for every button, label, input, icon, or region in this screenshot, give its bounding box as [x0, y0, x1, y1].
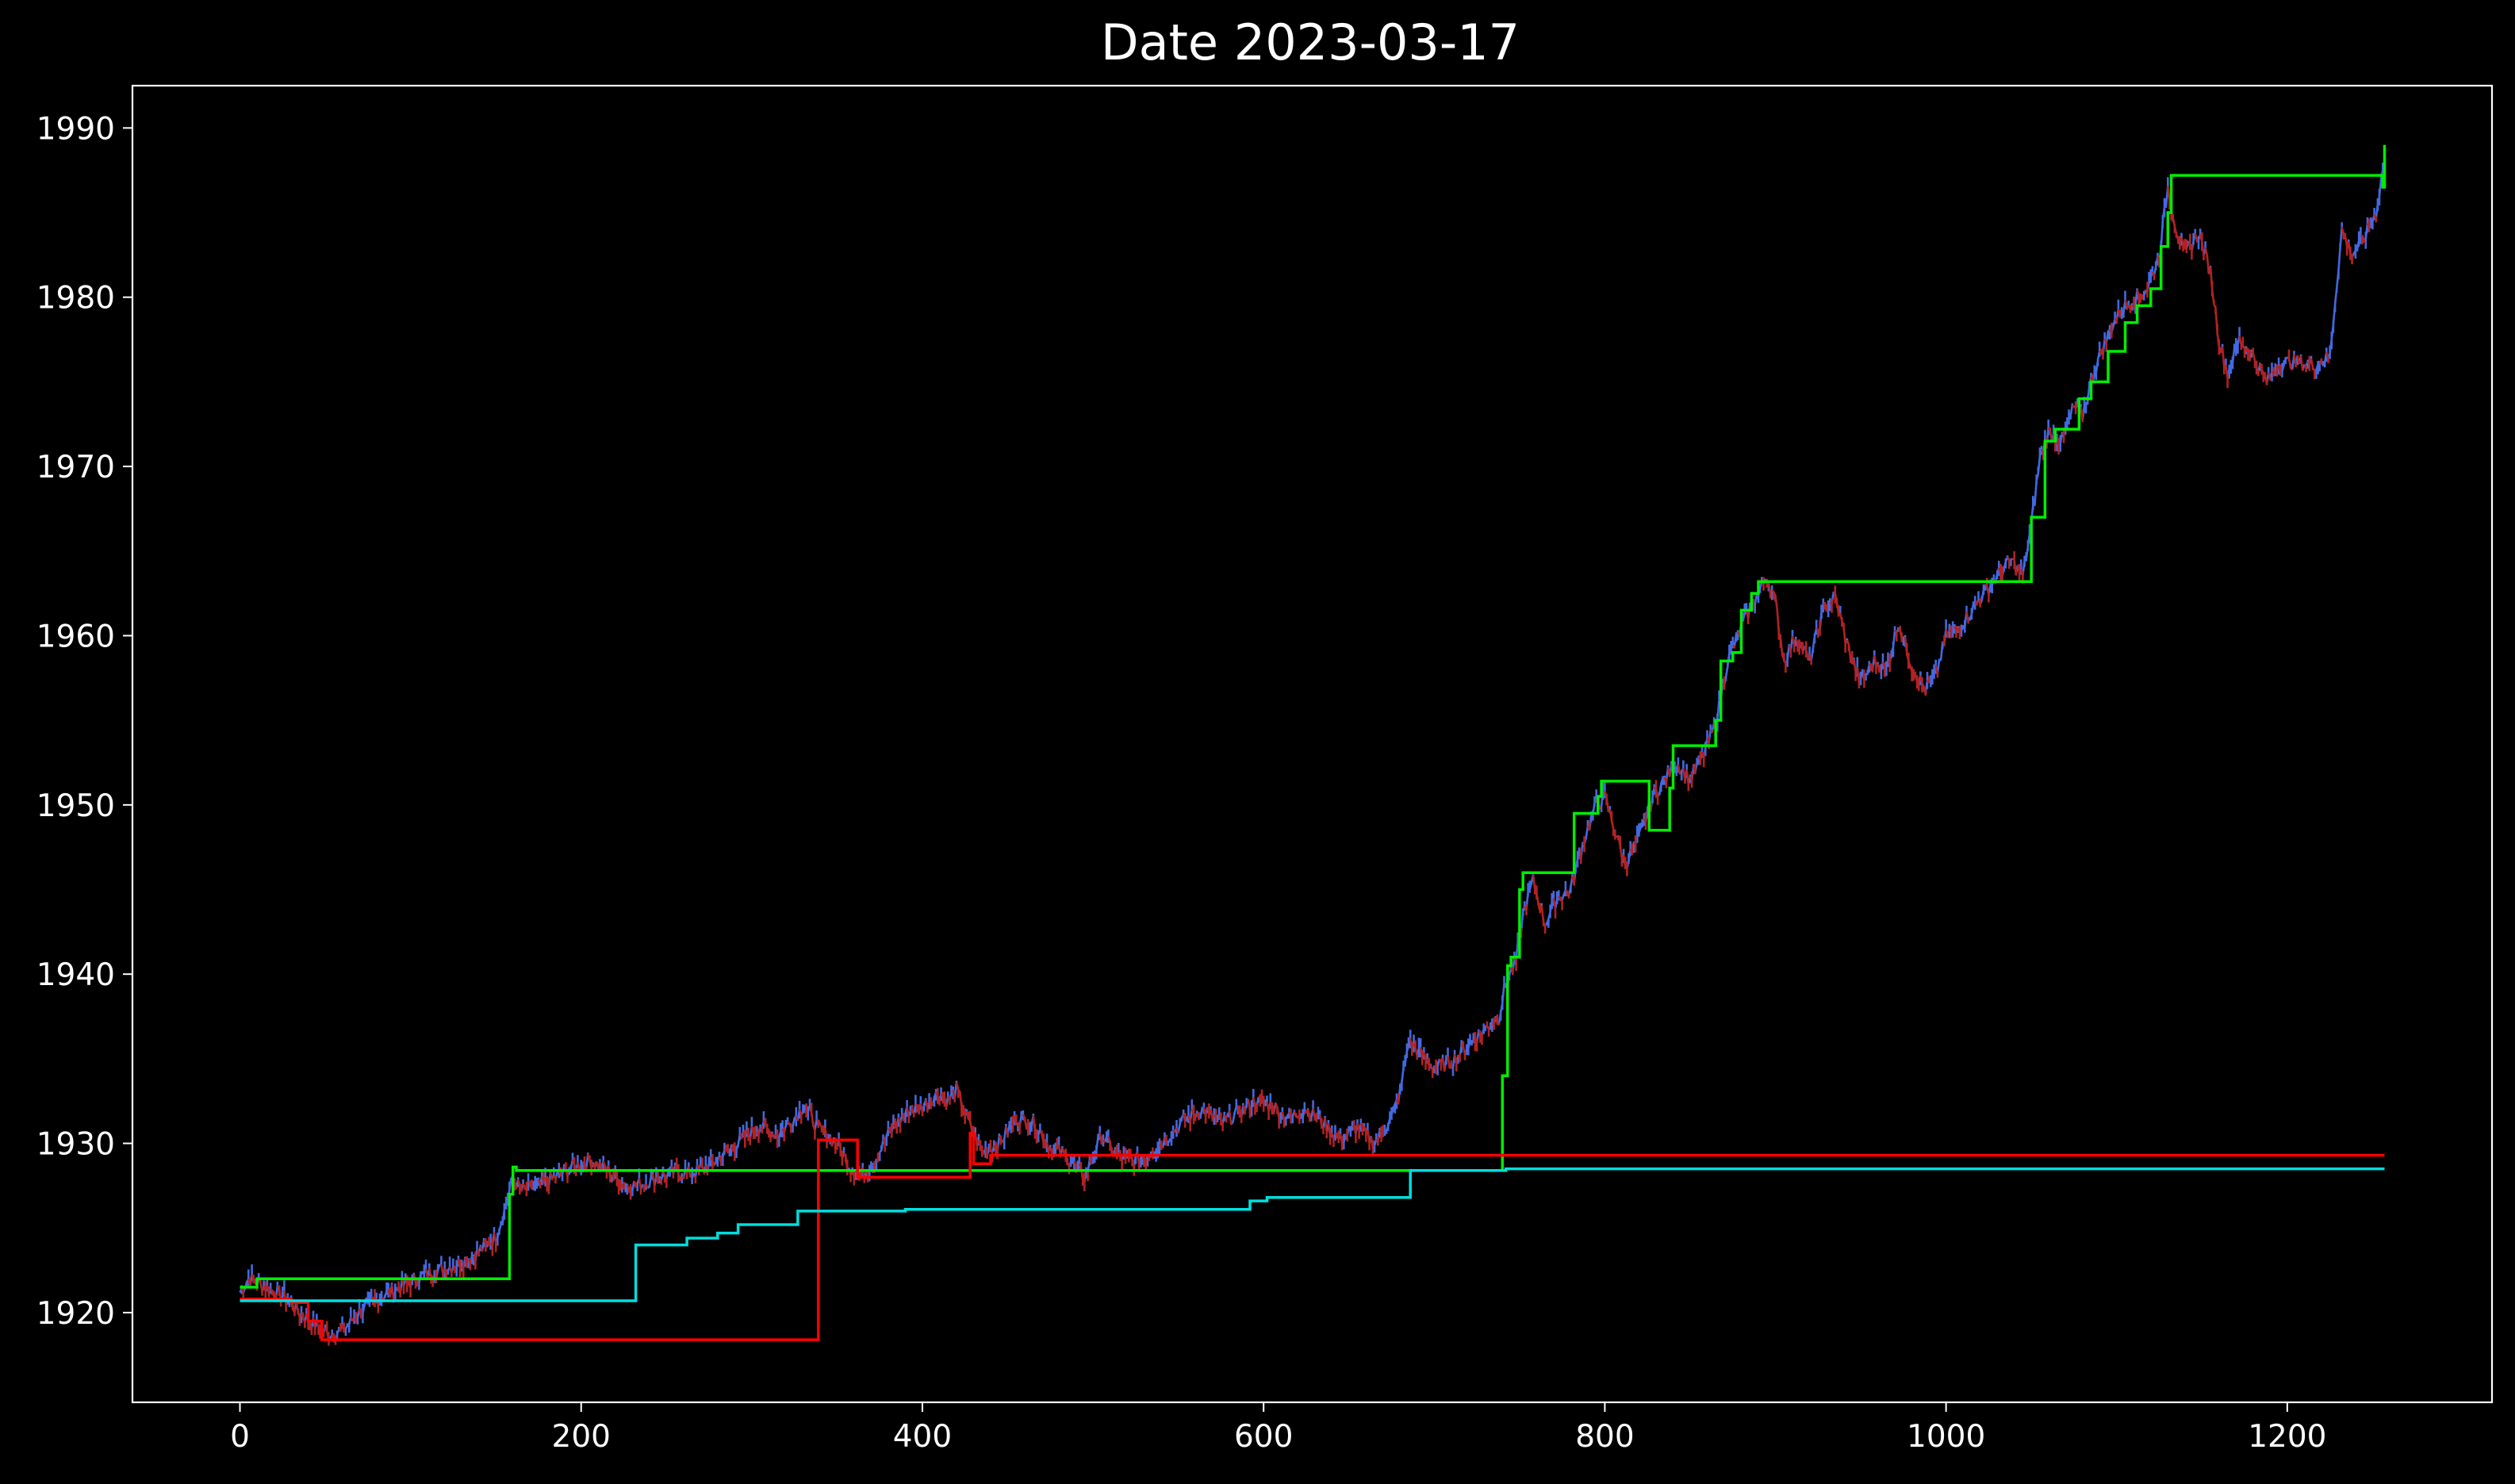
x-tick-label: 400 [893, 1419, 952, 1455]
series-layer [239, 144, 2387, 1346]
y-tick-label: 1960 [36, 619, 115, 654]
y-tick-label: 1980 [36, 281, 115, 316]
series-3 [240, 1167, 2385, 1302]
x-tick-label: 600 [1234, 1419, 1293, 1455]
x-tick-label: 800 [1575, 1419, 1634, 1455]
y-tick-label: 1920 [36, 1296, 115, 1332]
x-tick-label: 0 [230, 1419, 250, 1455]
y-tick-label: 1970 [36, 450, 115, 485]
chart-title: Date 2023-03-17 [1101, 13, 1520, 71]
x-tick-label: 1000 [1907, 1419, 1985, 1455]
y-tick-label: 1930 [36, 1127, 115, 1163]
plot-area [239, 144, 2387, 1346]
axes-layer: 0 200 400 600 800 1000 1200 1920 1930 1940 1950 196… [36, 84, 2494, 1455]
x-tick-label: 1200 [2248, 1419, 2326, 1455]
x-tick-label: 200 [552, 1419, 611, 1455]
series-2-line [240, 1131, 2385, 1341]
y-tick-label: 1990 [36, 111, 115, 147]
series-0 [239, 163, 2384, 1346]
y-tick-label: 1950 [36, 788, 115, 824]
y-tick-label: 1940 [36, 957, 115, 993]
series-2 [240, 1131, 2385, 1341]
series-3-line [240, 1167, 2385, 1302]
axes-frame [131, 84, 2494, 1404]
